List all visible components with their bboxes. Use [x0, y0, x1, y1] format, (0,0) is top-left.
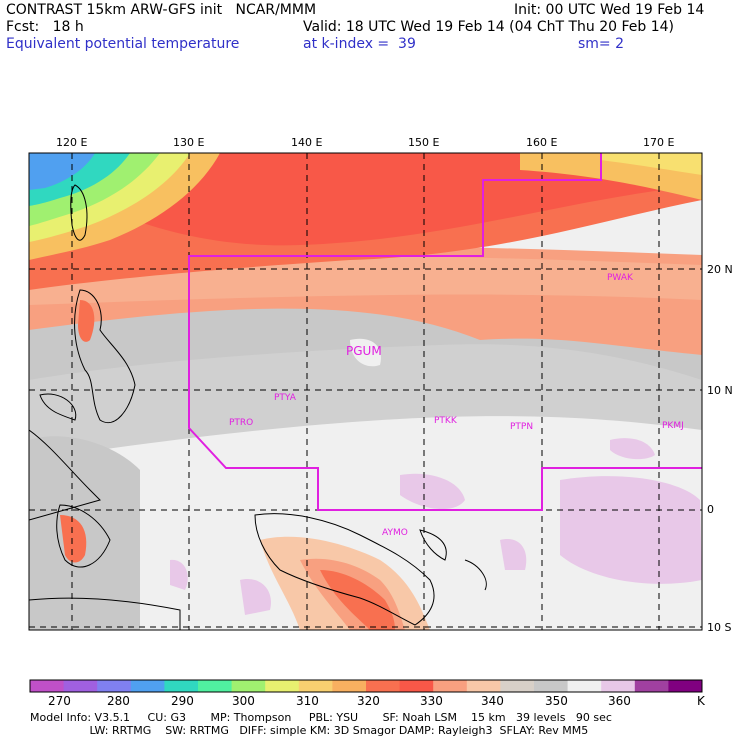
colorbar-swatch [97, 680, 132, 692]
model-info-line2: LW: RRTMG SW: RRTMG DIFF: simple KM: 3D … [30, 724, 589, 737]
colorbar-label-280: 280 [107, 694, 130, 708]
colorbar-unit: K [697, 694, 705, 708]
station-ptpn: PTPN [510, 422, 534, 432]
lat-label-10s: 10 S [707, 621, 732, 634]
colorbar-swatch [130, 680, 165, 692]
model-info-line1: Model Info: V3.5.1 CU: G3 MP: Thompson P… [30, 711, 612, 724]
colorbar-label-290: 290 [171, 694, 194, 708]
station-pkmj: PKMJ [662, 421, 684, 431]
lat-label-10n: 10 N [707, 384, 733, 397]
colorbar-swatch [332, 680, 367, 692]
colorbar-label-340: 340 [481, 694, 504, 708]
smoothing-info: sm= 2 [578, 36, 625, 52]
lat-label-20n: 20 N [707, 263, 733, 276]
colorbar-swatch [399, 680, 434, 692]
station-pgum: PGUM [346, 344, 382, 358]
colorbar-swatch [601, 680, 636, 692]
forecast-hour: Fcst: 18 h [6, 19, 84, 35]
colorbar-label-270: 270 [48, 694, 71, 708]
lat-label-0: 0 [707, 503, 714, 516]
map-frame [28, 152, 703, 631]
colorbar-label-300: 300 [232, 694, 255, 708]
colorbar-frame [29, 679, 703, 693]
colorbar-swatch [231, 680, 266, 692]
colorbar-swatch [366, 680, 401, 692]
region-boundary [188, 153, 702, 511]
colorbar-swatch [298, 680, 333, 692]
colorbar-swatch [164, 680, 199, 692]
lat-lon-grid [29, 153, 702, 630]
colorbar-label-350: 350 [545, 694, 568, 708]
station-ptro: PTRO [229, 418, 254, 428]
level-info: at k-index = 39 [303, 36, 416, 52]
colorbar-swatch [500, 680, 535, 692]
colorbar-swatch [567, 680, 602, 692]
colorbar-swatch [534, 680, 569, 692]
station-pwak: PWAK [607, 273, 633, 283]
station-ptkk: PTKK [434, 416, 457, 426]
station-aymo: AYMO [382, 528, 408, 538]
colorbar-swatch [634, 680, 669, 692]
colorbar-label-360: 360 [608, 694, 631, 708]
colorbar-swatch [466, 680, 501, 692]
theta-e-field [29, 153, 702, 630]
colorbar-swatch [668, 680, 703, 692]
colorbar-label-330: 330 [420, 694, 443, 708]
colorbar-swatch [433, 680, 468, 692]
lon-label-120e: 120 E [56, 136, 88, 149]
colorbar-swatch [63, 680, 98, 692]
init-time: Init: 00 UTC Wed 19 Feb 14 [514, 2, 705, 18]
colorbar-swatch [198, 680, 233, 692]
lon-label-140e: 140 E [291, 136, 323, 149]
lon-label-130e: 130 E [173, 136, 205, 149]
field-name: Equivalent potential temperature [6, 36, 240, 52]
colorbar-label-310: 310 [296, 694, 319, 708]
colorbar-swatch [30, 680, 65, 692]
lon-label-160e: 160 E [526, 136, 558, 149]
valid-time: Valid: 18 UTC Wed 19 Feb 14 (04 ChT Thu … [303, 19, 675, 35]
model-title: CONTRAST 15km ARW-GFS init NCAR/MMM [6, 2, 317, 18]
colorbar-label-320: 320 [357, 694, 380, 708]
station-ptya: PTYA [274, 393, 296, 403]
lon-label-170e: 170 E [643, 136, 675, 149]
coastlines [29, 184, 487, 630]
colorbar-swatch [265, 680, 300, 692]
lon-label-150e: 150 E [408, 136, 440, 149]
